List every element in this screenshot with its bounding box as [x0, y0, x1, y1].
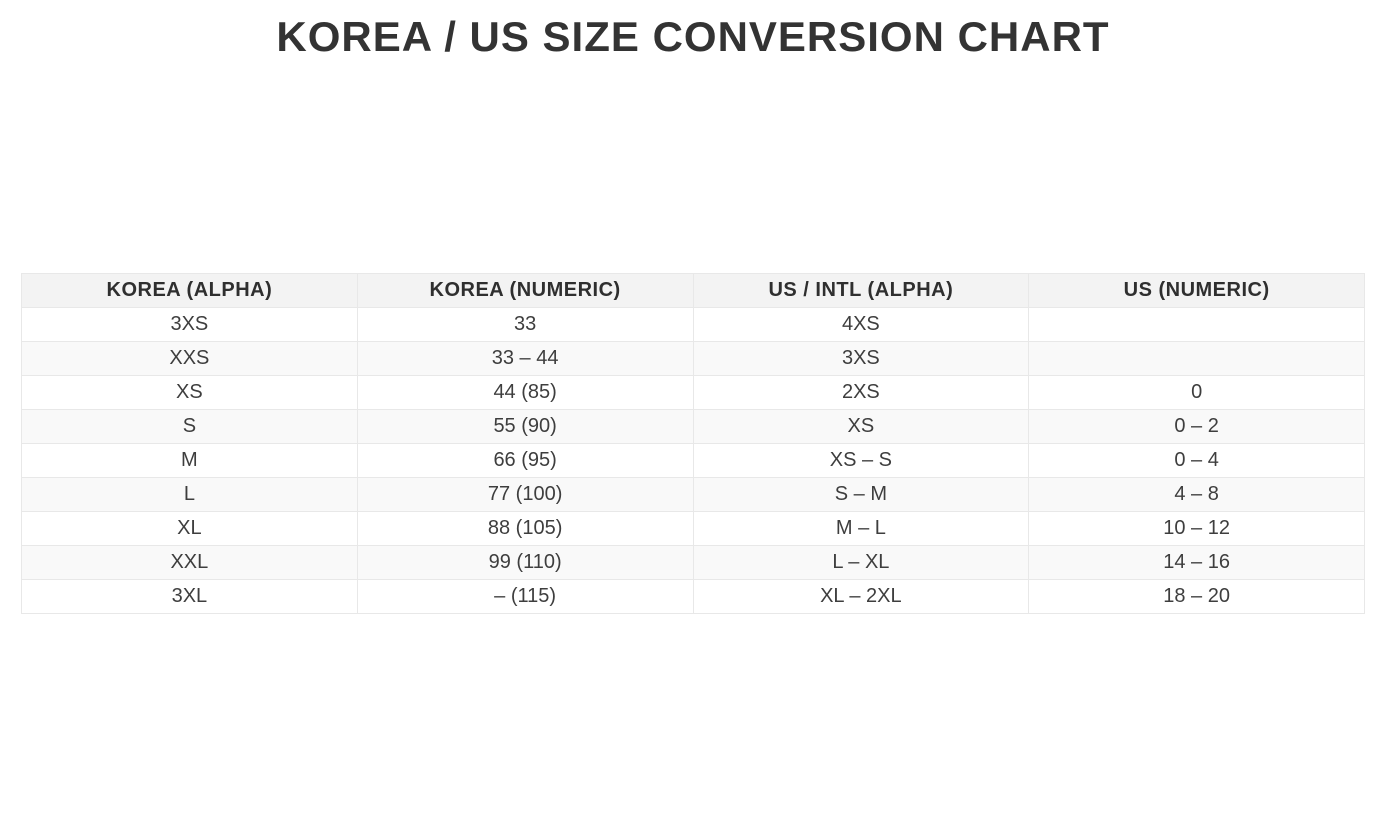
cell: M: [21, 443, 358, 478]
column-header: KOREA (ALPHA): [21, 273, 358, 308]
table-row: XXS 33 – 44 3XS: [21, 341, 1365, 376]
cell: 3XL: [21, 579, 358, 614]
cell: XL – 2XL: [692, 579, 1030, 614]
cell: [1028, 341, 1365, 376]
cell: 44 (85): [356, 375, 694, 410]
table-row: XXL 99 (110) L – XL 14 – 16: [21, 545, 1365, 580]
cell: 18 – 20: [1028, 579, 1365, 614]
size-conversion-table: KOREA (ALPHA) KOREA (NUMERIC) US / INTL (A…: [21, 273, 1365, 614]
size-conversion-table-container: KOREA (ALPHA) KOREA (NUMERIC) US / INTL (A…: [21, 273, 1365, 614]
cell: 14 – 16: [1028, 545, 1365, 580]
cell: 0: [1028, 375, 1365, 410]
cell: XS: [692, 409, 1030, 444]
cell: 0 – 4: [1028, 443, 1365, 478]
cell: 55 (90): [356, 409, 694, 444]
cell: [1028, 307, 1365, 342]
table-row: XL 88 (105) M – L 10 – 12: [21, 511, 1365, 546]
cell: S: [21, 409, 358, 444]
cell: 2XS: [692, 375, 1030, 410]
cell: 0 – 2: [1028, 409, 1365, 444]
cell: 3XS: [21, 307, 358, 342]
header-row: KOREA (ALPHA) KOREA (NUMERIC) US / INTL (A…: [21, 273, 1365, 308]
cell: 66 (95): [356, 443, 694, 478]
cell: – (115): [356, 579, 694, 614]
page-title: KOREA / US SIZE CONVERSION CHART: [276, 13, 1110, 60]
cell: 33 – 44: [356, 341, 694, 376]
cell: 33: [356, 307, 694, 342]
cell: XS – S: [692, 443, 1030, 478]
table-row: 3XS 33 4XS: [21, 307, 1365, 342]
table-header: KOREA (ALPHA) KOREA (NUMERIC) US / INTL (A…: [21, 273, 1365, 308]
cell: S – M: [692, 477, 1030, 512]
cell: 3XS: [692, 341, 1030, 376]
cell: 88 (105): [356, 511, 694, 546]
cell: 10 – 12: [1028, 511, 1365, 546]
column-header: KOREA (NUMERIC): [356, 273, 694, 308]
cell: XL: [21, 511, 358, 546]
cell: 99 (110): [356, 545, 694, 580]
cell: XXL: [21, 545, 358, 580]
cell: 77 (100): [356, 477, 694, 512]
cell: L: [21, 477, 358, 512]
cell: XS: [21, 375, 358, 410]
table-body: 3XS 33 4XS XXS 33 – 44 3XS XS 44 (85) 2XS 0 S 55 (9…: [21, 307, 1365, 614]
column-header: US (NUMERIC): [1028, 273, 1365, 308]
column-header: US / INTL (ALPHA): [692, 273, 1030, 308]
cell: XXS: [21, 341, 358, 376]
table-row: 3XL – (115) XL – 2XL 18 – 20: [21, 579, 1365, 614]
cell: M – L: [692, 511, 1030, 546]
cell: L – XL: [692, 545, 1030, 580]
cell: 4 – 8: [1028, 477, 1365, 512]
table-row: S 55 (90) XS 0 – 2: [21, 409, 1365, 444]
table-row: XS 44 (85) 2XS 0: [21, 375, 1365, 410]
cell: 4XS: [692, 307, 1030, 342]
